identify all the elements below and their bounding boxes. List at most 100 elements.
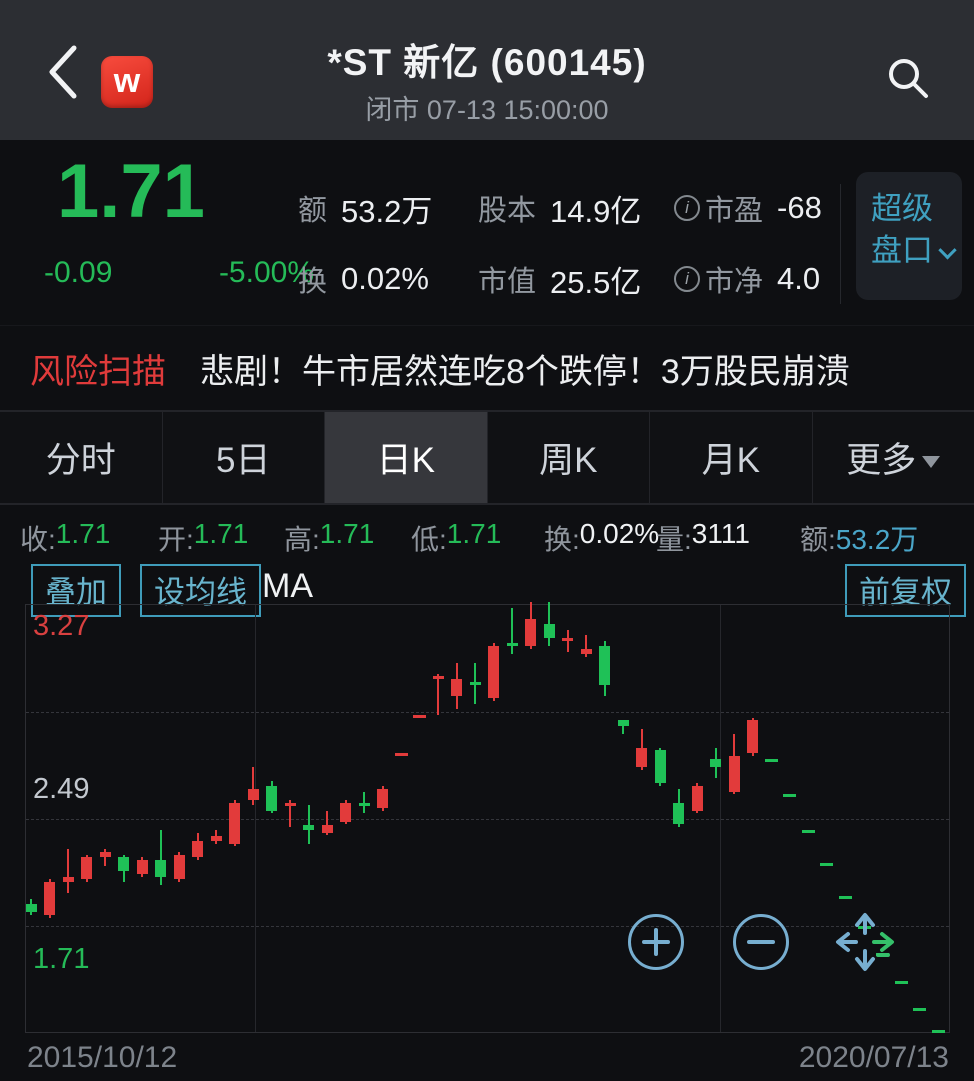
tab-分时[interactable]: 分时 (0, 412, 163, 503)
candle (229, 802, 241, 844)
candle (377, 788, 389, 808)
y-axis-tick-low: 1.71 (33, 943, 90, 975)
candle (488, 646, 500, 699)
candle (62, 876, 74, 883)
candle (764, 758, 778, 762)
stat-label: 市值 (478, 266, 537, 298)
candle (562, 637, 574, 641)
stat-label: 市净 (705, 266, 764, 298)
ohlc-summary-bar: 收: 1.71 开: 1.71 高: 1.71 低: 1.71 换: 0.02% 量: 3111 额: 5… (0, 505, 974, 563)
candle (81, 857, 92, 880)
candle (580, 648, 592, 655)
ohlc-低: 低: 1.71 (411, 518, 501, 558)
ma-label: MA (262, 567, 313, 605)
tab-label: 更多 (846, 441, 917, 480)
info-icon[interactable]: i (674, 195, 700, 221)
candle (506, 643, 518, 647)
ohlc-高: 高: 1.71 (284, 518, 374, 558)
chart-section: 叠加 设均线 MA 前复权 3.27 2.49 1.71 (0, 563, 974, 1081)
candle (44, 882, 55, 915)
pan-control[interactable] (834, 911, 896, 973)
caret-down-icon (922, 455, 941, 468)
candle (451, 679, 463, 696)
stat-label: 换 (298, 266, 328, 298)
info-icon[interactable]: i (674, 266, 700, 292)
ohlc-label: 低: (411, 524, 447, 555)
candle (25, 904, 37, 913)
candle (413, 714, 427, 718)
stat-市净: i 市净 4.0 (674, 258, 822, 300)
candle (173, 854, 185, 880)
risk-news-banner[interactable]: 风险扫描 悲剧！牛市居然连吃8个跌停！3万股民崩溃 (0, 325, 974, 410)
tab-周K[interactable]: 周K (488, 412, 650, 503)
candle-wick (289, 799, 292, 828)
candle (99, 851, 111, 858)
candle (358, 802, 370, 806)
zoom-in-button[interactable] (628, 914, 684, 970)
tab-5日[interactable]: 5日 (163, 412, 325, 503)
candle (838, 895, 852, 899)
candle (118, 857, 130, 872)
tab-label: 分时 (45, 441, 116, 480)
ohlc-label: 换: (544, 524, 580, 555)
ohlc-value: 53.2万 (835, 524, 919, 555)
stat-value: 53.2万 (341, 193, 433, 229)
ohlc-value: 0.02% (579, 518, 660, 549)
ohlc-label: 开: (158, 524, 194, 555)
ohlc-收: 收: 1.71 (20, 518, 110, 558)
chevron-down-icon (938, 241, 957, 260)
tab-月K[interactable]: 月K (650, 412, 813, 503)
stat-label: 股本 (478, 195, 537, 227)
candlestick-plot[interactable]: 3.27 2.49 1.71 (25, 602, 950, 1033)
ohlc-value: 3111 (691, 518, 750, 549)
x-axis-end-date: 2020/07/13 (798, 1041, 949, 1074)
ohlc-label: 高: (284, 524, 320, 555)
candle-wick (622, 720, 625, 734)
back-chevron-icon (49, 45, 77, 99)
candle (728, 755, 740, 792)
candle-wick (585, 635, 588, 658)
period-tab-bar: 分时 5日 日K 周K 月K 更多 (0, 410, 974, 505)
stat-value: 0.02% (341, 261, 429, 296)
candle (247, 788, 259, 800)
candle-wick (159, 830, 162, 885)
candle (210, 835, 222, 841)
zoom-out-button[interactable] (733, 914, 789, 970)
candle (525, 618, 537, 647)
candle (691, 786, 703, 811)
candle (284, 802, 296, 806)
candle (321, 824, 333, 833)
tab-更多[interactable]: 更多 (813, 412, 974, 503)
ohlc-换: 换: 0.02% (544, 518, 659, 558)
candle (801, 830, 815, 833)
quote-section: 1.71 -0.09 -5.00% 额 53.2万 股本 14.9亿 i 市盈 -68 换 0.… (0, 140, 974, 325)
super-button-line1: 超级 (871, 191, 933, 226)
candle (617, 720, 629, 726)
market-status: 闭市 07-13 15:00:00 (365, 95, 609, 125)
stat-label: 市盈 (705, 195, 764, 227)
ohlc-value: 1.71 (446, 518, 502, 549)
candle (783, 794, 797, 798)
price-change-pct: -5.00% (218, 256, 314, 289)
candle (469, 681, 481, 685)
wind-app-icon[interactable]: w (101, 56, 153, 108)
gridline (720, 605, 721, 1032)
ohlc-额: 额: 53.2万 (800, 518, 918, 558)
tab-日K[interactable]: 日K (325, 412, 488, 503)
header: w *ST 新亿 (600145) 闭市 07-13 15:00:00 (0, 0, 974, 140)
super-button-line2: 盘口 (871, 233, 933, 268)
candle (894, 980, 908, 984)
candle (266, 786, 278, 811)
back-button[interactable] (40, 44, 88, 100)
ohlc-开: 开: 1.71 (158, 518, 248, 558)
divider (840, 184, 841, 304)
candle-wick (437, 673, 440, 715)
gridline (255, 605, 256, 1032)
super-order-book-button[interactable]: 超级 盘口 (856, 172, 962, 300)
candle (710, 758, 722, 767)
x-axis-start-date: 2015/10/12 (27, 1041, 178, 1074)
search-button[interactable] (884, 54, 932, 102)
stat-label: 额 (298, 195, 328, 227)
ohlc-value: 1.71 (193, 518, 249, 549)
